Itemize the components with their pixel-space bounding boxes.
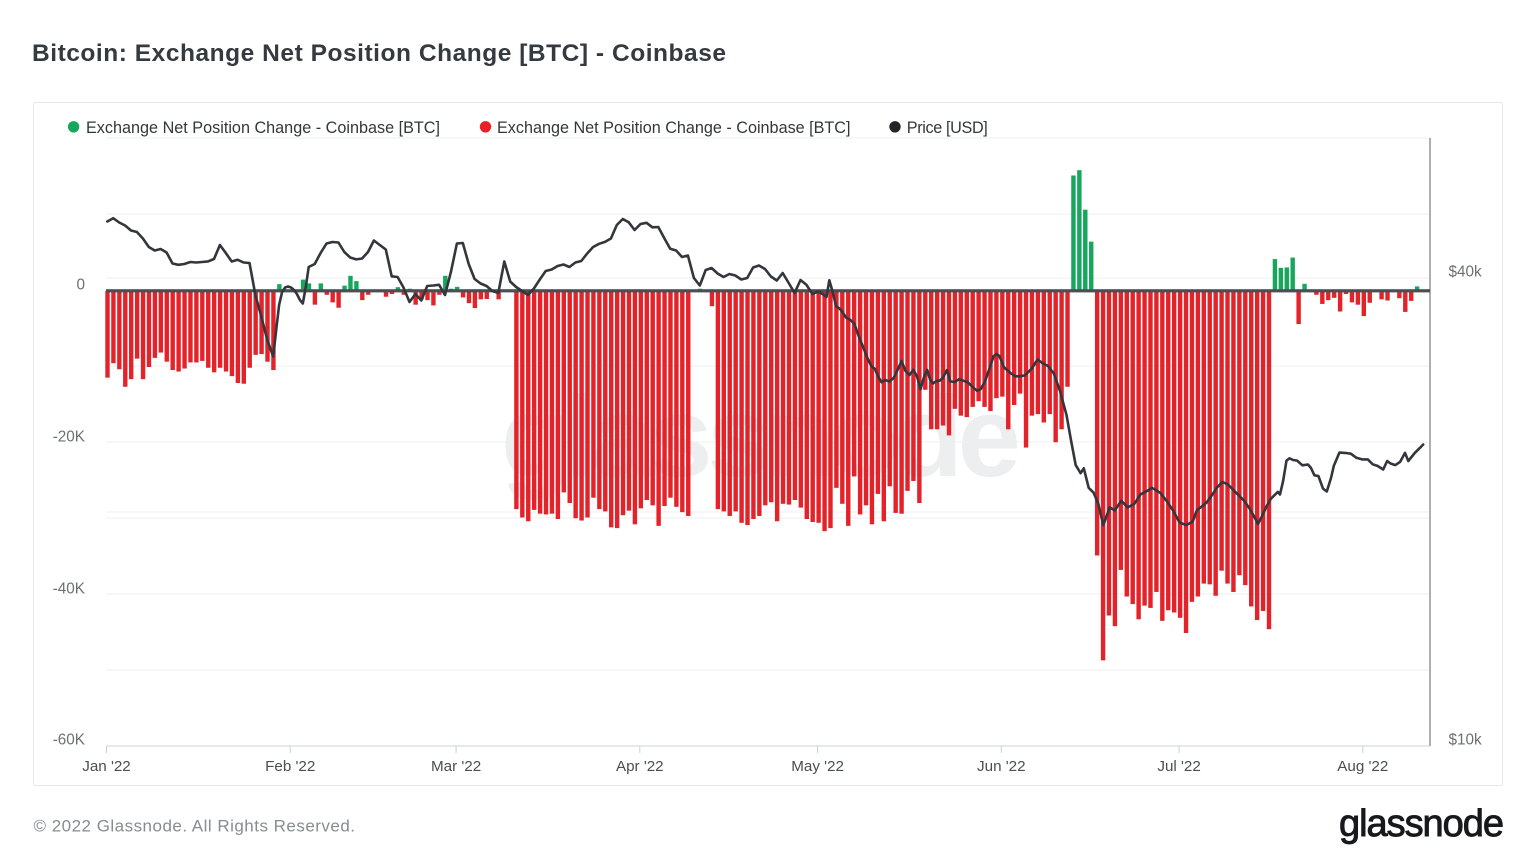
svg-text:Mar '22: Mar '22	[431, 758, 481, 775]
svg-text:Jan '22: Jan '22	[82, 758, 131, 775]
svg-text:Jul '22: Jul '22	[1157, 758, 1200, 775]
svg-text:Apr '22: Apr '22	[616, 758, 664, 775]
svg-text:Bitcoin: Exchange Net Position: Bitcoin: Exchange Net Position Change [B…	[32, 40, 726, 67]
svg-text:Exchange Net Position Change -: Exchange Net Position Change - Coinbase …	[497, 119, 851, 137]
svg-text:Price [USD]: Price [USD]	[907, 119, 988, 137]
svg-text:Jun '22: Jun '22	[977, 758, 1026, 775]
svg-text:-20K: -20K	[53, 429, 86, 446]
svg-text:-60K: -60K	[53, 732, 86, 749]
svg-text:© 2022 Glassnode. All Rights R: © 2022 Glassnode. All Rights Reserved.	[34, 817, 356, 836]
svg-text:Exchange Net Position Change -: Exchange Net Position Change - Coinbase …	[86, 119, 440, 137]
svg-text:Aug '22: Aug '22	[1337, 758, 1388, 775]
svg-text:$10k: $10k	[1449, 732, 1483, 749]
svg-text:glassnode: glassnode	[1339, 803, 1504, 845]
svg-text:-40K: -40K	[53, 581, 86, 598]
svg-text:0: 0	[76, 277, 85, 294]
svg-text:May '22: May '22	[791, 758, 844, 775]
svg-text:Feb '22: Feb '22	[265, 758, 315, 775]
svg-text:$40k: $40k	[1449, 264, 1483, 281]
